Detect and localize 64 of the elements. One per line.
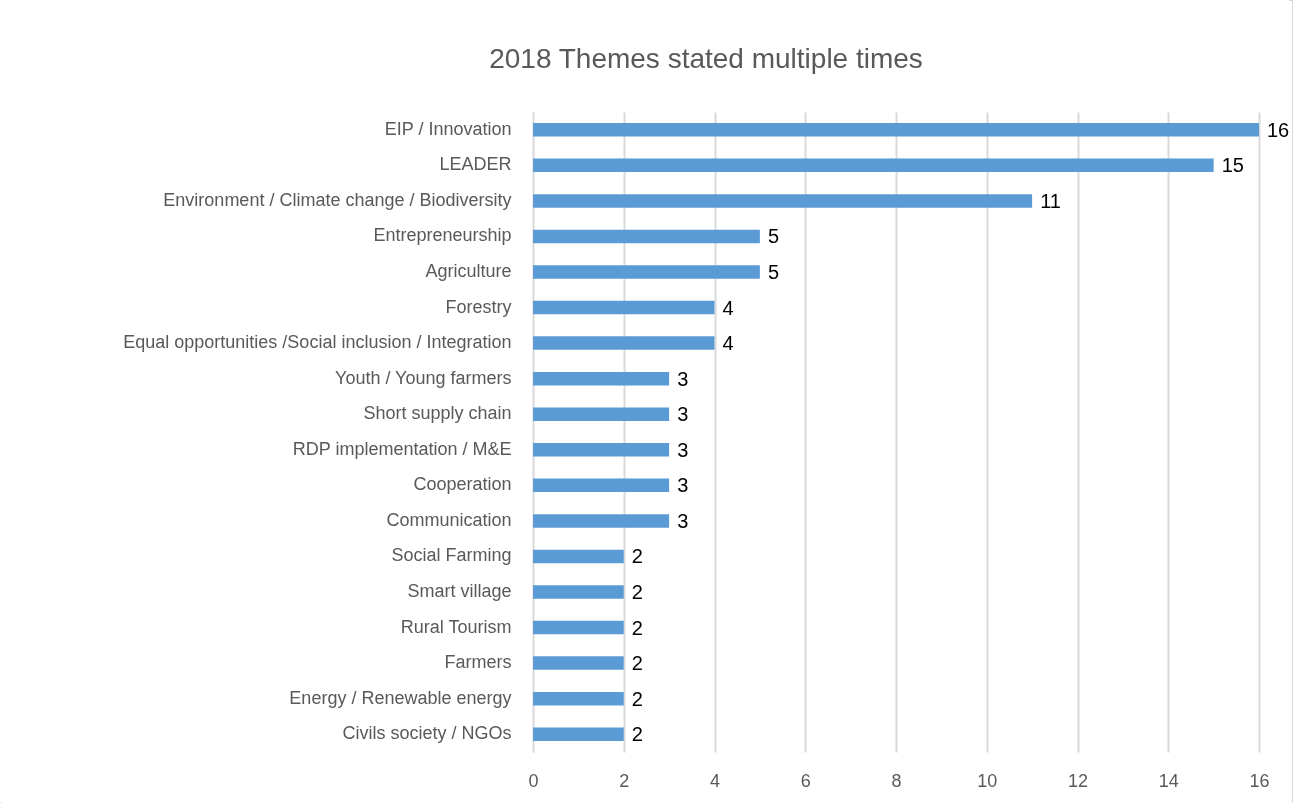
y-tick-label: Smart village [407, 581, 512, 601]
data-label: 11 [1040, 189, 1061, 212]
y-tick-label: Equal opportunities /Social inclusion / Integration [123, 332, 512, 353]
bar [533, 585, 624, 599]
x-tick-label: 2 [619, 770, 630, 791]
bar [533, 691, 624, 706]
bar [533, 336, 715, 350]
data-label: 15 [1221, 154, 1244, 177]
data-label: 3 [677, 403, 689, 426]
data-label: 4 [722, 332, 734, 355]
bar [533, 265, 760, 279]
y-tick-label: Communication [386, 509, 512, 530]
bar [533, 229, 760, 244]
y-tick-label: Short supply chain [363, 403, 512, 424]
data-label: 2 [631, 545, 643, 568]
data-label: 5 [767, 225, 779, 248]
bar [533, 656, 624, 670]
data-label: 3 [677, 438, 689, 461]
bar [533, 158, 1214, 173]
y-tick-label: LEADER [439, 154, 512, 175]
y-tick-label: Cooperation [413, 474, 512, 495]
data-label: 5 [767, 261, 779, 283]
y-tick-label: Agriculture [425, 261, 512, 281]
x-tick-label: 6 [800, 770, 811, 791]
bar [533, 300, 715, 315]
y-tick-label: Entrepreneurship [373, 225, 512, 246]
x-tick-label: 8 [891, 770, 902, 791]
bar [533, 478, 670, 493]
bar [533, 514, 670, 528]
chart-title: 2018 Themes stated multiple times [489, 43, 923, 74]
data-label: 2 [631, 723, 643, 746]
y-tick-label: Farmers [444, 652, 512, 673]
bar [533, 549, 624, 564]
x-tick-label: 4 [709, 770, 721, 791]
data-label: 3 [677, 474, 689, 497]
y-tick-label: Youth / Young farmers [335, 367, 512, 388]
x-tick-label: 10 [977, 770, 998, 791]
y-tick-label: Energy / Renewable energy [289, 687, 512, 708]
data-label: 2 [631, 581, 643, 603]
y-tick-label: Rural Tourism [400, 616, 512, 637]
y-tick-label: Social Farming [391, 545, 512, 566]
bar [533, 407, 670, 421]
bar [533, 727, 624, 741]
x-tick-label: 16 [1249, 770, 1270, 791]
bar [533, 443, 670, 457]
x-tick-label: 14 [1158, 770, 1179, 791]
y-tick-label: Forestry [445, 296, 512, 317]
bar [533, 371, 670, 386]
bar [533, 123, 1259, 137]
y-tick-label: Civils society / NGOs [342, 723, 512, 744]
bar [533, 620, 624, 635]
data-label: 3 [677, 367, 689, 390]
x-tick-label: 12 [1067, 770, 1089, 791]
data-label: 16 [1267, 118, 1290, 141]
x-tick-label: 0 [528, 770, 539, 791]
data-label: 4 [722, 296, 734, 319]
data-label: 3 [677, 509, 689, 532]
y-tick-label: EIP / Innovation [384, 118, 512, 139]
y-tick-label: Environment / Climate change / Biodiversity [163, 189, 512, 210]
data-label: 2 [631, 652, 643, 675]
data-label: 2 [631, 616, 643, 639]
data-label: 2 [631, 687, 643, 710]
bar [533, 194, 1033, 208]
y-tick-label: RDP implementation / M&E [292, 438, 512, 459]
